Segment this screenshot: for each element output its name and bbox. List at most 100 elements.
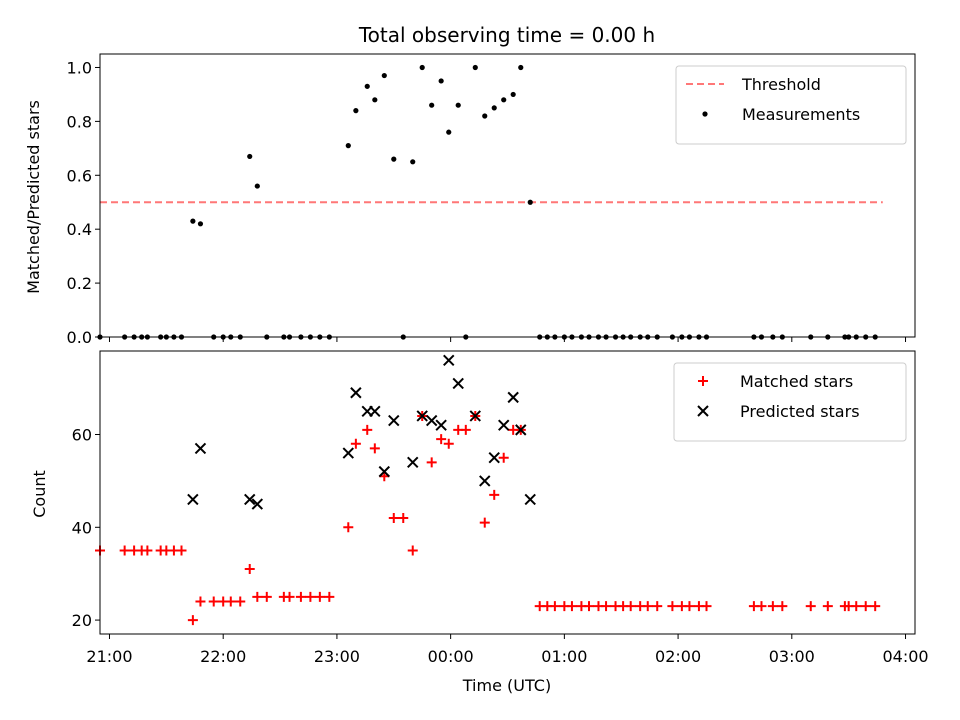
x-tick-label: 03:00 [769,647,815,666]
data-point [436,434,447,445]
data-point [407,456,419,469]
data-point [187,493,199,506]
data-point [446,129,452,135]
data-point [195,596,206,607]
top-plot-area: 0.0 0.2 0.4 0.6 0.8 1.0 Threshold Measurements [67,53,916,347]
x-axis-label: Time (UTC) [462,676,551,695]
x-tick-label: 01:00 [541,647,587,666]
data-point [479,517,490,528]
data-point [353,108,359,114]
top-legend: Threshold Measurements [675,65,907,145]
data-point [498,419,510,431]
data-point [443,438,454,449]
data-point [498,452,509,463]
bottom-plot-area: 20 40 60 21:00 22:00 23:00 00:00 01:00 02:00 03:0… [72,350,929,666]
data-point [518,64,524,71]
data-point [252,591,263,602]
data-point [601,601,612,612]
legend-marker [698,376,708,386]
x-tick-label: 00:00 [428,647,474,666]
top-y-axis-label: Matched/Predicted stars [24,100,43,294]
data-point [305,591,316,602]
top-axes-frame [99,53,916,338]
data-point [625,601,636,612]
data-point [584,601,594,612]
data-point [369,405,381,418]
chart-title: Total observing time = 0.00 h [358,23,655,47]
y-tick-label: 0.0 [67,328,92,347]
x-tick-label: 02:00 [655,647,701,666]
data-point [314,591,325,602]
data-point [345,143,351,149]
data-point [295,591,306,602]
data-point [284,591,295,602]
data-point [507,391,519,404]
data-point [455,102,461,108]
bottom-y-axis-label: Count [30,470,49,518]
data-point [197,221,204,227]
data-point [642,601,653,612]
bottom-axes-frame [99,350,916,635]
data-point [378,465,391,478]
data-point [342,447,354,459]
data-point [407,545,418,556]
data-point [251,498,264,510]
data-point [756,601,767,612]
y-tick-label: 1.0 [67,58,92,77]
data-point [364,83,370,89]
data-point [515,424,527,436]
legend-box [673,362,907,442]
data-point [491,105,497,111]
data-point [343,522,354,533]
data-point [482,113,488,119]
data-point [566,601,577,612]
x-tick-label: 04:00 [882,647,928,666]
data-point [388,414,400,427]
x-tick-label: 23:00 [314,647,360,666]
legend-marker [697,405,709,417]
bottom-series-matched-stars [95,410,881,626]
data-point [244,493,256,506]
y-tick-label: 0.6 [67,166,92,185]
data-point [805,601,816,612]
data-point [438,78,444,84]
y-tick-label: 0.2 [67,274,92,293]
legend-label: Measurements [742,105,860,124]
data-point [350,438,361,449]
data-point [425,414,438,427]
data-point [369,443,380,454]
data-point [235,596,246,607]
data-point [194,442,207,455]
data-point [350,387,362,399]
data-point [119,545,130,556]
x-tick-label: 21:00 [86,647,132,666]
y-tick-label: 20 [72,611,92,630]
bottom-series-predicted-stars [187,354,536,510]
legend-label: Matched stars [740,372,853,391]
data-point [684,601,695,612]
data-point [435,419,447,431]
data-point [488,451,500,464]
data-point [410,159,416,165]
x-tick-label: 22:00 [200,647,246,666]
data-point [524,493,536,506]
data-point [416,410,428,422]
y-tick-label: 60 [72,426,92,445]
data-point [398,513,409,524]
data-point [443,354,455,366]
data-point [851,601,862,612]
data-point [479,475,491,487]
data-point [860,601,871,612]
data-point [701,601,712,612]
data-point [549,601,560,612]
legend-box [675,65,907,145]
data-point [667,601,678,612]
data-point [381,72,387,79]
data-point [254,183,260,189]
data-point [247,153,253,160]
data-point [527,199,533,205]
y-tick-label: 0.8 [67,112,92,131]
legend-label: Predicted stars [740,402,860,421]
data-point [870,601,881,612]
